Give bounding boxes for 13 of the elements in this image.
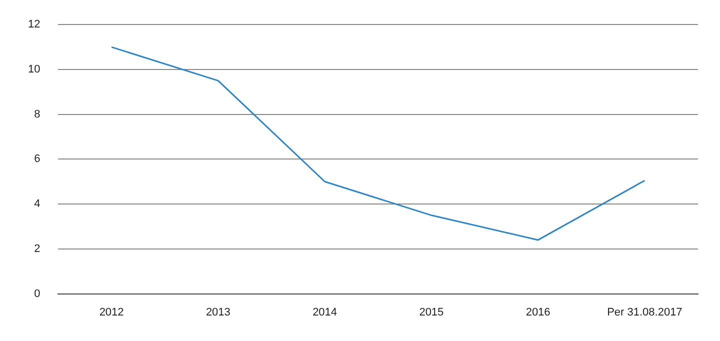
x-tick-label: 2015 [419,306,444,318]
x-tick-label: Per 31.08.2017 [607,306,682,318]
x-tick-label: 2014 [312,306,338,318]
y-tick-label: 4 [34,198,40,210]
y-tick-label: 6 [34,153,40,166]
y-tick-label: 0 [34,288,40,300]
y-tick-label: 12 [28,18,40,31]
y-tick-label: 2 [34,242,40,255]
y-tick-label: 8 [34,108,40,120]
x-tick-label: 2016 [526,306,550,318]
x-tick-label: 2012 [99,306,124,318]
y-tick-label: 10 [28,64,40,76]
x-tick-label: 2013 [206,306,230,318]
